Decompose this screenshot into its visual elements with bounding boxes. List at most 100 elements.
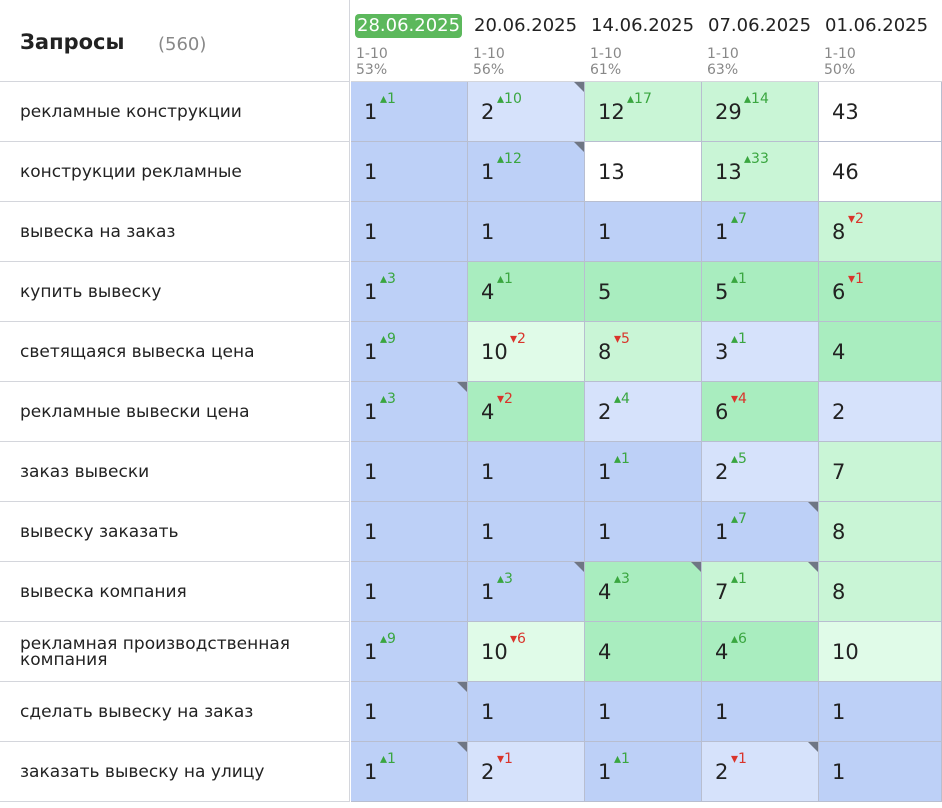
position-cell[interactable]: 43 [819, 82, 942, 142]
position-cell[interactable]: 4 ▾2 [468, 382, 585, 442]
arrow-down-icon: ▾ [510, 631, 518, 647]
position-cell[interactable]: 10 ▾6 [468, 622, 585, 682]
position-cell[interactable]: 1 ▴1 [351, 742, 468, 802]
query-cell[interactable]: вывеска на заказ [0, 202, 350, 262]
position-value: 29 [715, 100, 742, 124]
position-cell[interactable]: 1 [351, 142, 468, 202]
position-cell[interactable]: 8 ▾2 [819, 202, 942, 262]
position-cell[interactable]: 4 [819, 322, 942, 382]
change-value: 1 [387, 751, 396, 767]
position-cell[interactable]: 1 [585, 202, 702, 262]
position-value: 1 [364, 460, 378, 484]
position-cell[interactable]: 1 [468, 442, 585, 502]
query-cell[interactable]: конструкции рекламные [0, 142, 350, 202]
date-column-header[interactable]: 20.06.2025 1-10 56% [468, 0, 585, 82]
query-cell[interactable]: заказ вывески [0, 442, 350, 502]
position-cell[interactable]: 4 [585, 622, 702, 682]
queries-title: Запросы [20, 30, 125, 54]
date-column-header[interactable]: 01.06.2025 1-10 50% [819, 0, 942, 82]
column-range: 1-10 [356, 46, 388, 62]
query-cell[interactable]: вывеску заказать [0, 502, 350, 562]
position-cell[interactable]: 2 ▾1 [702, 742, 819, 802]
position-cell[interactable]: 2 ▴10 [468, 82, 585, 142]
position-cell[interactable]: 1 ▴3 [351, 262, 468, 322]
position-cell[interactable]: 6 ▾4 [702, 382, 819, 442]
position-cell[interactable]: 2 ▴4 [585, 382, 702, 442]
query-cell[interactable]: заказать вывеску на улицу [0, 742, 350, 802]
position-cell[interactable]: 1 ▴3 [468, 562, 585, 622]
table-row: заказать вывеску на улицу 1 ▴1 2 ▾1 1 ▴1 2 ▾1 1 [0, 742, 942, 802]
position-cell[interactable]: 1 ▴3 [351, 382, 468, 442]
query-cell[interactable]: купить вывеску [0, 262, 350, 322]
position-cell[interactable]: 7 ▴1 [702, 562, 819, 622]
position-cell[interactable]: 8 [819, 562, 942, 622]
position-cell[interactable]: 2 ▾1 [468, 742, 585, 802]
query-text: рекламные вывески цена [20, 401, 250, 422]
column-range: 1-10 [707, 46, 739, 62]
position-cell[interactable]: 12 ▴17 [585, 82, 702, 142]
position-cell[interactable]: 4 ▴6 [702, 622, 819, 682]
queries-header[interactable]: Запросы (560) [0, 0, 350, 82]
position-cell[interactable]: 4 ▴3 [585, 562, 702, 622]
position-cell[interactable]: 1 [819, 742, 942, 802]
position-cell[interactable]: 2 ▴5 [702, 442, 819, 502]
position-cell[interactable]: 3 ▴1 [702, 322, 819, 382]
position-cell[interactable]: 5 [585, 262, 702, 322]
position-value: 1 [598, 760, 612, 784]
arrow-down-icon: ▾ [614, 331, 622, 347]
position-cell[interactable]: 1 ▴7 [702, 202, 819, 262]
position-value: 4 [481, 400, 495, 424]
position-cell[interactable]: 13 [585, 142, 702, 202]
date-column-header[interactable]: 28.06.2025 1-10 53% [351, 0, 468, 82]
position-cell[interactable]: 1 ▴7 [702, 502, 819, 562]
position-cell[interactable]: 2 [819, 382, 942, 442]
position-cell[interactable]: 10 ▾2 [468, 322, 585, 382]
change-value: 9 [387, 331, 396, 347]
query-text: конструкции рекламные [20, 161, 242, 182]
position-cell[interactable]: 7 [819, 442, 942, 502]
position-cell[interactable]: 1 [819, 682, 942, 742]
date-column-header[interactable]: 14.06.2025 1-10 61% [585, 0, 702, 82]
position-cell[interactable]: 1 [351, 442, 468, 502]
query-cell[interactable]: вывеска компания [0, 562, 350, 622]
arrow-up-icon: ▴ [614, 571, 622, 587]
position-cell[interactable]: 1 [351, 202, 468, 262]
query-cell[interactable]: сделать вывеску на заказ [0, 682, 350, 742]
position-cell[interactable]: 1 [468, 202, 585, 262]
position-cell[interactable]: 1 [351, 502, 468, 562]
position-cell[interactable]: 1 ▴1 [585, 742, 702, 802]
query-cell[interactable]: рекламные конструкции [0, 82, 350, 142]
position-cell[interactable]: 1 ▴9 [351, 322, 468, 382]
position-cell[interactable]: 1 [585, 682, 702, 742]
position-cell[interactable]: 13 ▴33 [702, 142, 819, 202]
position-cell[interactable]: 1 [351, 682, 468, 742]
query-cell[interactable]: рекламная производственная компания [0, 622, 350, 682]
position-cell[interactable]: 1 [468, 502, 585, 562]
column-percent: 61% [590, 62, 622, 78]
position-cell[interactable]: 1 [468, 682, 585, 742]
position-value: 2 [715, 460, 729, 484]
position-cell[interactable]: 1 ▴9 [351, 622, 468, 682]
position-value: 1 [481, 220, 495, 244]
position-cell[interactable]: 29 ▴14 [702, 82, 819, 142]
position-value: 7 [715, 580, 729, 604]
position-cell[interactable]: 1 ▴12 [468, 142, 585, 202]
date-column-header[interactable]: 07.06.2025 1-10 63% [702, 0, 819, 82]
position-cell[interactable]: 4 ▴1 [468, 262, 585, 322]
position-cell[interactable]: 1 [585, 502, 702, 562]
table-row: вывеска на заказ 1 1 1 1 ▴7 8 ▾2 [0, 202, 942, 262]
position-change-up: ▴12 [497, 151, 522, 167]
position-cell[interactable]: 1 ▴1 [351, 82, 468, 142]
position-cell[interactable]: 6 ▾1 [819, 262, 942, 322]
position-cell[interactable]: 8 ▾5 [585, 322, 702, 382]
position-cell[interactable]: 8 [819, 502, 942, 562]
position-cell[interactable]: 10 [819, 622, 942, 682]
position-cell[interactable]: 1 ▴1 [585, 442, 702, 502]
position-cell[interactable]: 1 [351, 562, 468, 622]
position-cell[interactable]: 1 [702, 682, 819, 742]
position-cell[interactable]: 46 [819, 142, 942, 202]
query-cell[interactable]: рекламные вывески цена [0, 382, 350, 442]
position-cell[interactable]: 5 ▴1 [702, 262, 819, 322]
arrow-up-icon: ▴ [380, 91, 388, 107]
query-cell[interactable]: светящаяся вывеска цена [0, 322, 350, 382]
